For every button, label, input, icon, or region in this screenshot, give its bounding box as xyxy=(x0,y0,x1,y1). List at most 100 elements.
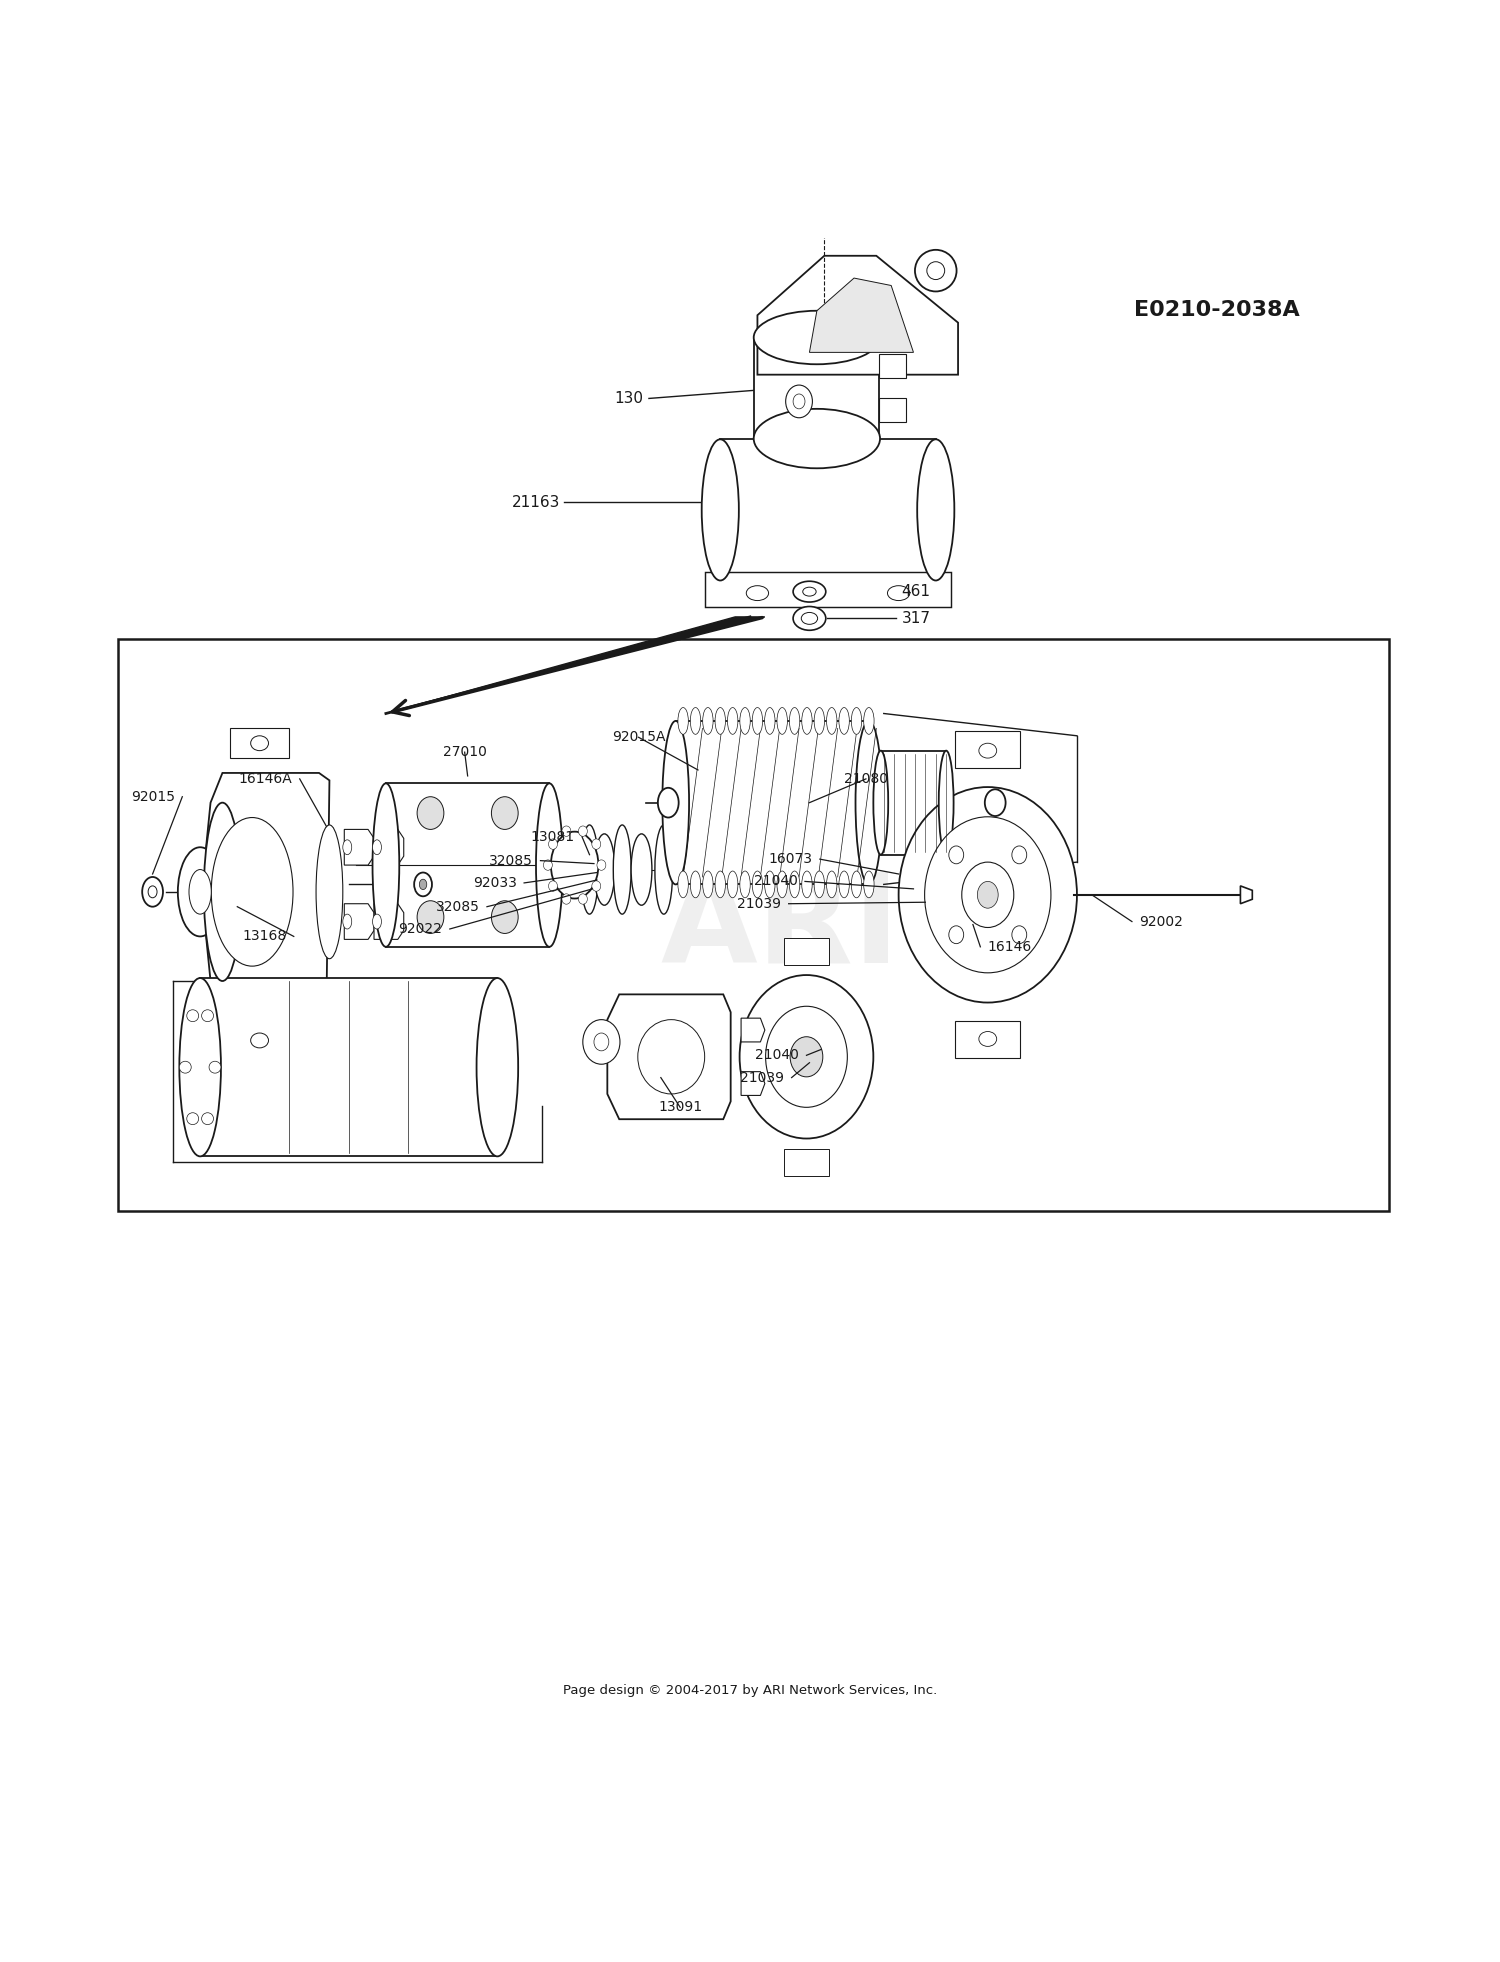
Text: 21080: 21080 xyxy=(844,771,888,787)
Ellipse shape xyxy=(678,871,688,899)
Ellipse shape xyxy=(839,708,849,734)
Ellipse shape xyxy=(417,797,444,830)
Ellipse shape xyxy=(765,1007,847,1107)
Ellipse shape xyxy=(1013,846,1026,863)
Bar xyxy=(879,398,906,422)
Ellipse shape xyxy=(638,1020,705,1095)
Ellipse shape xyxy=(1013,926,1026,944)
Ellipse shape xyxy=(794,606,826,630)
Text: 21163: 21163 xyxy=(512,494,560,510)
Polygon shape xyxy=(200,977,498,1156)
Text: 92015A: 92015A xyxy=(612,730,666,744)
Polygon shape xyxy=(810,279,913,353)
Ellipse shape xyxy=(180,977,220,1156)
Ellipse shape xyxy=(777,708,788,734)
Text: 130: 130 xyxy=(614,390,644,406)
Text: 92022: 92022 xyxy=(399,922,442,936)
Text: 21040: 21040 xyxy=(754,1048,800,1061)
Polygon shape xyxy=(754,337,879,439)
Ellipse shape xyxy=(180,1061,190,1073)
Ellipse shape xyxy=(690,708,700,734)
Ellipse shape xyxy=(740,708,750,734)
Polygon shape xyxy=(608,995,730,1118)
Polygon shape xyxy=(705,573,951,606)
Ellipse shape xyxy=(916,439,954,581)
Ellipse shape xyxy=(344,840,351,855)
Ellipse shape xyxy=(752,708,762,734)
Ellipse shape xyxy=(656,824,672,914)
Ellipse shape xyxy=(372,783,399,948)
Ellipse shape xyxy=(632,834,652,904)
Polygon shape xyxy=(741,1018,765,1042)
Ellipse shape xyxy=(209,1061,220,1073)
Ellipse shape xyxy=(888,587,910,600)
Ellipse shape xyxy=(549,881,558,891)
Ellipse shape xyxy=(579,895,588,904)
Ellipse shape xyxy=(584,1020,620,1063)
Text: 27010: 27010 xyxy=(442,746,486,759)
Text: 16146: 16146 xyxy=(988,940,1032,954)
Ellipse shape xyxy=(728,708,738,734)
Bar xyxy=(879,353,906,377)
Ellipse shape xyxy=(372,840,381,855)
Ellipse shape xyxy=(898,787,1077,1003)
Ellipse shape xyxy=(372,914,381,928)
Text: 92033: 92033 xyxy=(472,875,516,891)
Ellipse shape xyxy=(794,394,806,408)
Text: 16073: 16073 xyxy=(768,852,813,865)
Ellipse shape xyxy=(855,720,882,885)
Ellipse shape xyxy=(852,708,861,734)
Ellipse shape xyxy=(978,881,998,908)
Polygon shape xyxy=(784,938,830,965)
Ellipse shape xyxy=(142,877,164,906)
Ellipse shape xyxy=(562,895,572,904)
Ellipse shape xyxy=(592,840,600,850)
Bar xyxy=(813,137,836,179)
Ellipse shape xyxy=(827,871,837,899)
Ellipse shape xyxy=(789,708,800,734)
Ellipse shape xyxy=(790,1036,824,1077)
Text: 32085: 32085 xyxy=(489,853,532,867)
Polygon shape xyxy=(720,439,936,579)
Ellipse shape xyxy=(344,914,351,928)
Polygon shape xyxy=(880,751,946,855)
Ellipse shape xyxy=(178,848,222,936)
Ellipse shape xyxy=(740,975,873,1138)
Polygon shape xyxy=(345,830,374,865)
Text: 21040: 21040 xyxy=(753,875,798,889)
Ellipse shape xyxy=(786,385,813,418)
Ellipse shape xyxy=(251,736,268,751)
Ellipse shape xyxy=(614,824,632,914)
Polygon shape xyxy=(345,904,374,940)
Ellipse shape xyxy=(939,751,954,855)
Text: ARI: ARI xyxy=(660,869,900,989)
Ellipse shape xyxy=(747,587,768,600)
Ellipse shape xyxy=(740,871,750,899)
Ellipse shape xyxy=(536,783,562,948)
Polygon shape xyxy=(1240,887,1252,904)
Ellipse shape xyxy=(201,1010,213,1022)
Ellipse shape xyxy=(777,871,788,899)
Polygon shape xyxy=(204,773,330,1010)
Ellipse shape xyxy=(316,824,344,959)
Ellipse shape xyxy=(702,871,712,899)
Text: 92015: 92015 xyxy=(130,791,176,804)
Ellipse shape xyxy=(765,708,776,734)
Ellipse shape xyxy=(924,816,1052,973)
Ellipse shape xyxy=(592,881,600,891)
Ellipse shape xyxy=(189,869,211,914)
Ellipse shape xyxy=(864,708,874,734)
Polygon shape xyxy=(675,720,868,885)
Polygon shape xyxy=(386,616,765,714)
Ellipse shape xyxy=(752,871,762,899)
Ellipse shape xyxy=(204,802,242,981)
Ellipse shape xyxy=(543,859,552,871)
Text: 461: 461 xyxy=(902,585,930,598)
Polygon shape xyxy=(230,1026,290,1056)
Polygon shape xyxy=(230,728,290,757)
Bar xyxy=(118,640,1389,1211)
Ellipse shape xyxy=(864,871,874,899)
Ellipse shape xyxy=(211,818,292,965)
Polygon shape xyxy=(784,1150,830,1175)
Ellipse shape xyxy=(477,977,518,1156)
